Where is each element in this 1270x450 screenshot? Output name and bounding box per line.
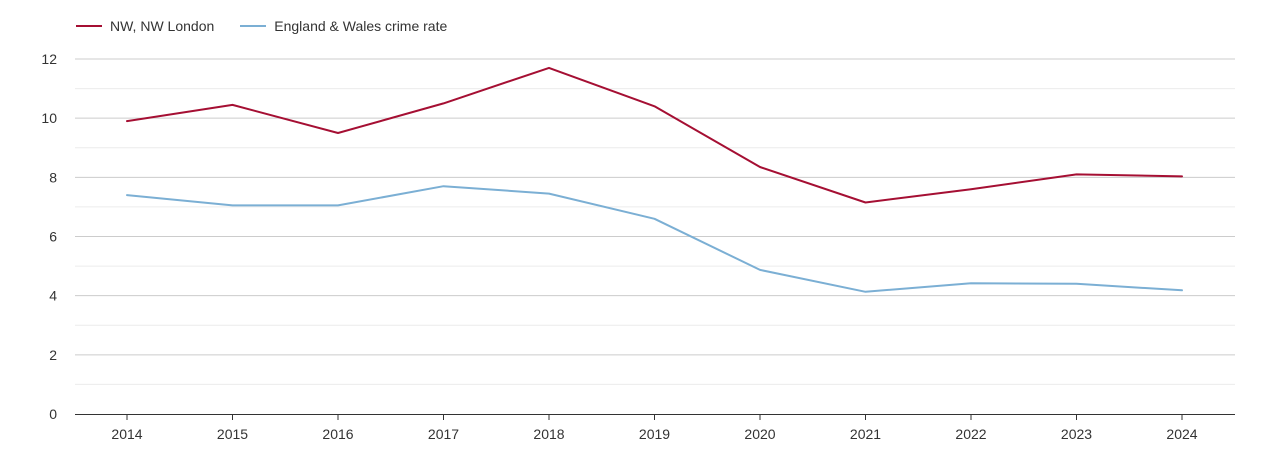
x-tick-label: 2015 xyxy=(217,426,248,442)
x-tick-label: 2020 xyxy=(744,426,775,442)
y-tick-label: 12 xyxy=(41,51,57,67)
x-axis-ticks: 2014 2015 2016 2017 2018 2019 2020 2021 2022 2023… xyxy=(111,414,1198,442)
x-tick-label: 2021 xyxy=(850,426,881,442)
y-tick-label: 2 xyxy=(49,347,57,363)
series-line-1[interactable] xyxy=(126,185,1183,293)
grid-lines xyxy=(75,58,1235,385)
x-tick-label: 2014 xyxy=(111,426,142,442)
x-tick-label: 2018 xyxy=(533,426,564,442)
y-tick-label: 0 xyxy=(49,406,57,422)
legend-item-nw-london[interactable]: NW, NW London xyxy=(76,18,214,34)
x-tick-label: 2019 xyxy=(639,426,670,442)
x-tick-label: 2023 xyxy=(1061,426,1092,442)
chart-legend: NW, NW London England & Wales crime rate xyxy=(76,16,447,36)
y-tick-label: 4 xyxy=(49,288,57,304)
legend-swatch-nw-london xyxy=(76,25,102,27)
legend-label-england-wales: England & Wales crime rate xyxy=(274,18,448,34)
series-lines xyxy=(126,66,1183,293)
y-axis-ticks: 0 2 4 6 8 10 12 xyxy=(41,51,57,422)
legend-label-nw-london: NW, NW London xyxy=(110,18,215,34)
y-tick-label: 10 xyxy=(41,110,57,126)
legend-swatch-england-wales xyxy=(240,25,267,27)
x-tick-label: 2024 xyxy=(1166,426,1197,442)
x-tick-label: 2017 xyxy=(428,426,459,442)
x-tick-label: 2016 xyxy=(322,426,353,442)
legend-item-england-wales[interactable]: England & Wales crime rate xyxy=(240,18,447,34)
series-line-0[interactable] xyxy=(126,66,1183,204)
x-tick-label: 2022 xyxy=(955,426,986,442)
y-tick-label: 6 xyxy=(49,229,57,245)
y-tick-label: 8 xyxy=(49,169,57,185)
